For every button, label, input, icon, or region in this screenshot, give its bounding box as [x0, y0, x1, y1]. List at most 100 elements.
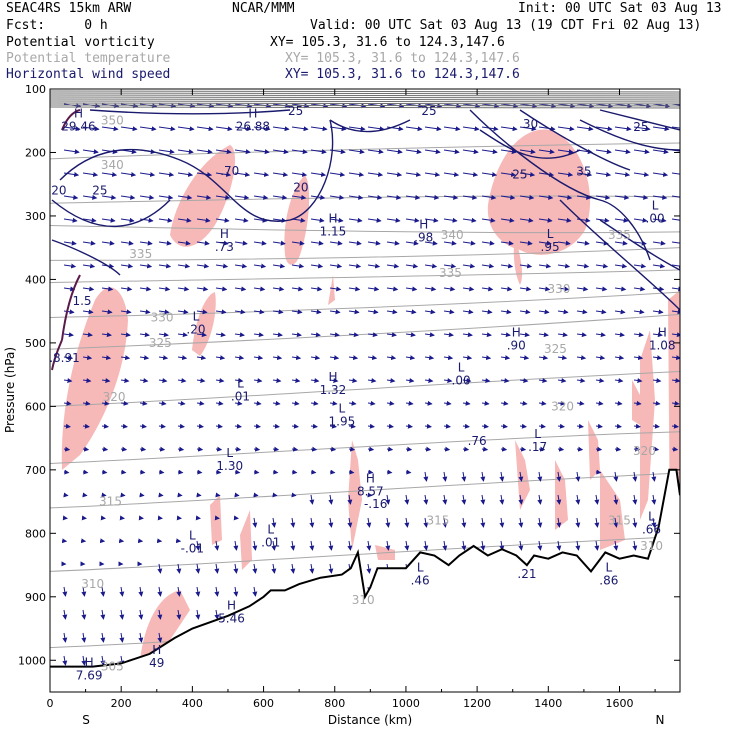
wind-vector: [633, 149, 650, 155]
wind-vector: [633, 446, 641, 452]
wind-vector: [310, 217, 325, 223]
wind-vector: [481, 355, 492, 361]
wind-vector: [291, 378, 301, 383]
wind-vector: [595, 309, 607, 315]
y-tick-label: 300: [25, 210, 46, 223]
wind-vector: [271, 563, 277, 574]
wind-vector: [177, 400, 186, 406]
wind-vector: [196, 378, 206, 383]
wind-vector: [234, 400, 243, 406]
wind-vector: [291, 263, 305, 269]
wind-vector: [671, 446, 679, 452]
wind-vector: [462, 194, 478, 200]
forecast-hour: Fcst: 0 h: [6, 18, 108, 33]
wind-vector: [233, 586, 239, 597]
wind-vector: [63, 423, 71, 429]
x-tick-label: 200: [111, 697, 132, 710]
wind-vector: [538, 332, 549, 338]
wind-vector: [671, 355, 680, 361]
wind-vector: [651, 471, 657, 482]
wind-vector: [101, 469, 108, 475]
wind-vector: [310, 423, 318, 429]
terrain-line: [50, 468, 680, 668]
wind-vector: [101, 423, 109, 429]
extremum-value: .20: [186, 323, 205, 337]
wind-vector: [139, 469, 146, 475]
wind-vector: [443, 126, 461, 132]
wind-vector: [557, 378, 567, 383]
wind-vector: [177, 423, 185, 429]
wind-vector: [614, 149, 631, 155]
stratosphere-contour: [50, 96, 680, 99]
wind-contours: [51, 109, 680, 311]
wind-vector: [196, 149, 213, 155]
wind-vector: [82, 378, 92, 383]
y-tick-label: 900: [25, 591, 46, 604]
wind-vector: [158, 240, 172, 246]
wind-vector: [405, 263, 419, 269]
wind-vector: [139, 423, 147, 429]
wind-vector: [329, 286, 342, 292]
wind-vector: [481, 194, 497, 200]
wind-vector: [518, 517, 524, 528]
wind-vector: [481, 423, 489, 429]
wind-vector: [215, 355, 226, 361]
wind-vector: [348, 332, 359, 338]
wind-vector: [81, 632, 87, 643]
wind-vector: [291, 194, 307, 200]
wind-vector: [424, 332, 435, 338]
theta-label: 330: [151, 311, 174, 325]
wind-vector: [576, 263, 590, 269]
wind-vector: [443, 423, 451, 429]
wind-vector: [252, 517, 258, 528]
wind-vector: [158, 309, 170, 315]
wind-vector: [234, 172, 251, 177]
wind-vector: [594, 540, 600, 551]
wind-vector: [272, 400, 281, 406]
wind-vector: [481, 240, 495, 246]
wind-vector: [462, 400, 471, 406]
wind-vector: [272, 469, 279, 475]
wind-vector: [538, 194, 554, 200]
field-xy-theta: XY= 105.3, 31.6 to 124.3,147.6: [285, 51, 520, 66]
wind-vector: [595, 423, 603, 429]
wind-vector: [177, 263, 191, 269]
wind-vector: [177, 240, 191, 246]
wind-vector: [576, 378, 586, 383]
extremum-value: 1.32: [320, 383, 347, 397]
wind-vector: [500, 378, 510, 383]
wind-vector: [366, 563, 372, 574]
wind-vector: [234, 286, 247, 292]
wind-vector: [519, 194, 535, 200]
wind-vector: [461, 540, 467, 551]
wind-vector: [310, 149, 327, 155]
wind-vector: [215, 149, 232, 155]
wind-vector: [575, 494, 581, 505]
wind-vector: [81, 586, 87, 597]
wind-vector: [234, 355, 245, 361]
wind-vector: [253, 400, 262, 406]
wind-vector: [538, 126, 556, 132]
x-tick-label: 800: [324, 697, 345, 710]
wind-vector: [480, 517, 486, 528]
wind-vector: [652, 378, 662, 383]
theta-label: 335: [129, 247, 152, 261]
wind-vector: [177, 332, 188, 338]
wind-vector: [234, 263, 248, 269]
wind-vector: [481, 149, 498, 155]
wind-vector: [253, 446, 261, 452]
theta-label: 315: [99, 495, 122, 509]
wind-vector: [157, 586, 163, 597]
wind-vector: [424, 400, 433, 406]
wind-vector: [405, 194, 421, 200]
wind-vector: [367, 194, 383, 200]
wind-vector: [63, 149, 80, 155]
wind-vector: [481, 263, 495, 269]
wind-vector: [367, 423, 375, 429]
wind-vector: [271, 540, 277, 551]
wind-vector: [253, 423, 261, 429]
wind-vector: [538, 423, 546, 429]
wind-vector: [234, 309, 246, 315]
wind-vector: [253, 172, 270, 177]
terrain-fill: [50, 469, 680, 692]
